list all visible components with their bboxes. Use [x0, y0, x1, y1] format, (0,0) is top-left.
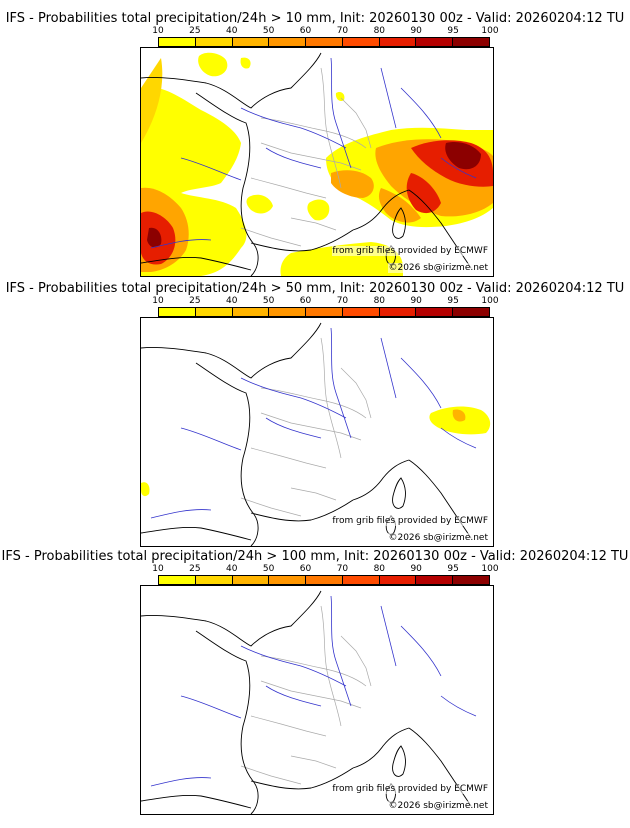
- colorbar-tick: 70: [336, 564, 349, 574]
- colorbar-segment: [232, 38, 270, 46]
- colorbar-tick-labels: 10 25 40 50 60 70 80 90 95 100: [152, 296, 498, 307]
- colorbar-tick: 100: [481, 564, 499, 574]
- colorbar-segment: [453, 38, 490, 46]
- source-credit: from grib files provided by ECMWF: [332, 246, 488, 256]
- colorbar-segment: [306, 38, 343, 46]
- colorbar-tick: 90: [410, 296, 422, 306]
- colorbar-tick: 50: [262, 296, 275, 306]
- precip-field-yellow: [141, 406, 491, 497]
- source-credit: from grib files provided by ECMWF: [332, 516, 488, 526]
- country-borders: [240, 605, 372, 785]
- colorbar-segment: [269, 308, 307, 316]
- colorbar-segment: [416, 38, 454, 46]
- precip-field-darkred: [147, 142, 481, 248]
- colorbar-segment: [159, 576, 196, 584]
- map-panel-100mm: IFS - Probabilities total precipitation/…: [0, 549, 630, 819]
- copyright-credit: ©2026 sb@irizme.net: [388, 263, 488, 273]
- panel-title: IFS - Probabilities total precipitation/…: [1, 549, 629, 564]
- colorbar-segment: [232, 308, 270, 316]
- colorbar-tick: 25: [189, 564, 201, 574]
- colorbar-tick: 50: [262, 564, 275, 574]
- country-borders: [240, 67, 372, 247]
- colorbar-segment: [195, 576, 233, 584]
- coastline: [141, 322, 472, 546]
- map-svg: [141, 322, 491, 546]
- colorbar-tick: 100: [481, 26, 499, 36]
- map-canvas: from grib files provided by ECMWF ©2026 …: [140, 585, 494, 815]
- colorbar-segment: [379, 38, 417, 46]
- colorbar-tick: 80: [373, 296, 386, 306]
- colorbar-tick: 10: [152, 26, 164, 36]
- colorbar-tick: 40: [226, 26, 238, 36]
- colorbar-tick: 50: [262, 26, 275, 36]
- colorbar-segment: [195, 38, 233, 46]
- colorbar-tick: 70: [336, 296, 349, 306]
- colorbar-tick: 95: [447, 564, 459, 574]
- colorbar-segment: [379, 576, 417, 584]
- rivers: [150, 327, 477, 519]
- colorbar-segment: [453, 308, 490, 316]
- colorbar-tick: 60: [299, 564, 312, 574]
- colorbar-segment: [232, 576, 270, 584]
- colorbar-segment: [269, 576, 307, 584]
- colorbar-tick: 80: [373, 564, 386, 574]
- map-svg: [141, 52, 493, 276]
- country-borders: [240, 337, 372, 517]
- copyright-credit: ©2026 sb@irizme.net: [388, 533, 488, 543]
- colorbar-tick: 70: [336, 26, 349, 36]
- colorbar: [158, 307, 490, 317]
- colorbar-tick: 100: [481, 296, 499, 306]
- colorbar-tick: 90: [410, 564, 422, 574]
- colorbar-tick: 60: [299, 26, 312, 36]
- map-panel-10mm: IFS - Probabilities total precipitation/…: [0, 11, 630, 281]
- panel-title: IFS - Probabilities total precipitation/…: [5, 281, 625, 296]
- map-panel-50mm: IFS - Probabilities total precipitation/…: [0, 281, 630, 551]
- colorbar-tick: 90: [410, 26, 422, 36]
- colorbar-tick: 25: [189, 26, 201, 36]
- coastline: [141, 590, 472, 814]
- colorbar-segment: [416, 308, 454, 316]
- rivers: [150, 595, 477, 787]
- colorbar: [158, 575, 490, 585]
- map-canvas: from grib files provided by ECMWF ©2026 …: [140, 47, 494, 277]
- panel-title: IFS - Probabilities total precipitation/…: [5, 11, 625, 26]
- colorbar-tick: 25: [189, 296, 201, 306]
- colorbar-segment: [306, 576, 343, 584]
- colorbar-tick: 10: [152, 296, 164, 306]
- copyright-credit: ©2026 sb@irizme.net: [388, 801, 488, 811]
- colorbar-tick-labels: 10 25 40 50 60 70 80 90 95 100: [152, 564, 498, 575]
- rivers: [150, 57, 477, 249]
- colorbar-segment: [379, 308, 417, 316]
- colorbar-segment: [306, 308, 343, 316]
- colorbar-segment: [342, 576, 380, 584]
- colorbar-tick: 95: [447, 296, 459, 306]
- map-canvas: from grib files provided by ECMWF ©2026 …: [140, 317, 494, 547]
- colorbar-tick: 40: [226, 564, 238, 574]
- precip-field-orange: [452, 409, 466, 422]
- colorbar-tick: 95: [447, 26, 459, 36]
- colorbar-segment: [342, 308, 380, 316]
- colorbar-segment: [416, 576, 454, 584]
- colorbar: [158, 37, 490, 47]
- colorbar-segment: [342, 38, 380, 46]
- colorbar-segment: [159, 308, 196, 316]
- colorbar-tick: 10: [152, 564, 164, 574]
- source-credit: from grib files provided by ECMWF: [332, 784, 488, 794]
- map-svg: [141, 590, 477, 814]
- colorbar-segment: [269, 38, 307, 46]
- colorbar-tick: 80: [373, 26, 386, 36]
- coastline: [141, 52, 472, 276]
- colorbar-segment: [453, 576, 490, 584]
- colorbar-tick-labels: 10 25 40 50 60 70 80 90 95 100: [152, 26, 498, 37]
- colorbar-segment: [195, 308, 233, 316]
- colorbar-segment: [159, 38, 196, 46]
- colorbar-tick: 60: [299, 296, 312, 306]
- colorbar-tick: 40: [226, 296, 238, 306]
